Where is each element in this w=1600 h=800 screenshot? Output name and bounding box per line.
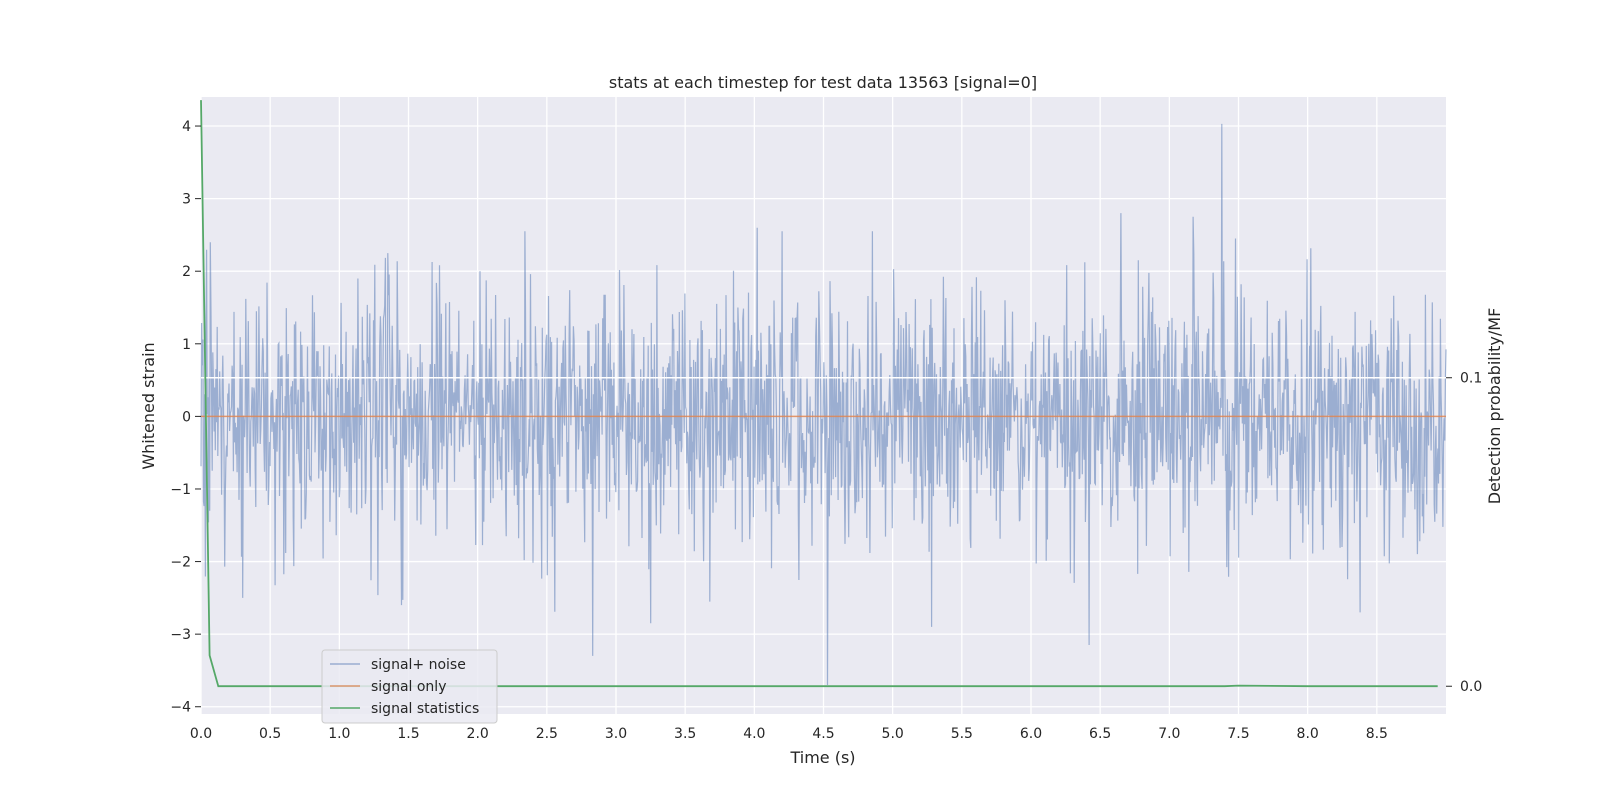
legend-label-signal-noise: signal+ noise: [371, 657, 466, 673]
y-tick-label: 3: [182, 192, 191, 208]
y2-tick-label: 0.0: [1460, 679, 1482, 695]
x-tick-label: 8.0: [1297, 726, 1319, 742]
x-tick-label: 8.5: [1366, 726, 1388, 742]
series-layer: [200, 100, 1447, 688]
axis-layer: 0.0 0.5 1.0 1.5 2.0 2.5 3.0 3.5 4.0 4.5 5.0 5.5 6.0 6…: [170, 119, 1482, 742]
x-tick-label: 0.0: [190, 726, 212, 742]
x-tick-label: 6.5: [1089, 726, 1111, 742]
x-tick-label: 7.5: [1227, 726, 1249, 742]
x-tick-label: 1.0: [328, 726, 350, 742]
x-tick-label: 2.0: [467, 726, 489, 742]
x-tick-label: 3.0: [605, 726, 627, 742]
x-tick-label: 4.5: [812, 726, 834, 742]
y-tick-label: 4: [182, 119, 191, 135]
y-tick-label: −4: [170, 700, 191, 716]
x-tick-label: 5.5: [951, 726, 973, 742]
x-tick-label: 3.5: [674, 726, 696, 742]
x-tick-label: 5.0: [882, 726, 904, 742]
legend-box: [321, 649, 498, 724]
y-tick-label: 2: [182, 264, 191, 280]
legend-label-signal-statistics: signal statistics: [371, 701, 479, 717]
x-tick-label: 1.5: [397, 726, 419, 742]
x-tick-label: 0.5: [259, 726, 281, 742]
series-signal-noise-line: [200, 123, 1447, 686]
y2-axis-label: Detection probability/MF: [1485, 308, 1504, 505]
y-tick-label: −2: [170, 555, 191, 571]
y-axis-label: Whitened strain: [139, 342, 158, 469]
y-tick-label: 0: [182, 409, 191, 425]
x-tick-label: 4.0: [743, 726, 765, 742]
x-tick-label: 6.0: [1020, 726, 1042, 742]
x-tick-label: 2.5: [536, 726, 558, 742]
y-tick-label: 1: [182, 337, 191, 353]
chart-title: stats at each timestep for test data 135…: [609, 73, 1037, 92]
legend-label-signal-only: signal only: [371, 679, 446, 695]
y-tick-label: −1: [170, 482, 191, 498]
legend: signal+ noise signal only signal statist…: [321, 649, 498, 724]
series-signal-statistics-line: [200, 100, 1438, 688]
x-tick-label: 7.0: [1158, 726, 1180, 742]
y2-tick-label: 0.1: [1460, 371, 1482, 387]
y-tick-label: −3: [170, 627, 191, 643]
x-axis-label: Time (s): [789, 748, 855, 767]
